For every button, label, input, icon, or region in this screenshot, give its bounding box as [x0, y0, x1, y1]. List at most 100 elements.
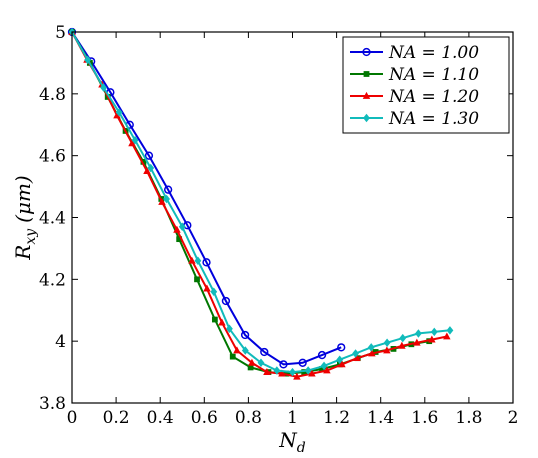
data-point: [352, 349, 359, 358]
data-point: [363, 71, 370, 77]
data-point: [337, 343, 346, 352]
data-point: [163, 194, 170, 204]
x-axis-label-main: N: [278, 428, 298, 452]
legend-entry: NA = 1.30: [350, 109, 479, 129]
legend-entry: NA = 1.10: [350, 65, 479, 85]
data-point: [308, 369, 316, 377]
x-tick-label: 0: [67, 408, 78, 428]
data-point: [273, 366, 281, 375]
data-point: [293, 372, 301, 380]
data-point: [317, 350, 327, 360]
data-point: [194, 256, 202, 266]
data-point: [128, 139, 136, 147]
series-line: [71, 31, 342, 366]
y-tick-label: 4.8: [39, 85, 66, 105]
data-point: [194, 276, 200, 283]
data-point: [229, 353, 236, 360]
data-point: [173, 225, 181, 233]
legend-label: NA = 1.10: [388, 65, 479, 85]
x-tick-label: 0.2: [103, 408, 130, 428]
data-point: [188, 256, 196, 264]
plot-series: [67, 27, 454, 380]
data-point: [158, 197, 166, 205]
data-point: [383, 346, 391, 354]
data-point: [113, 111, 121, 119]
data-point: [240, 330, 250, 340]
data-point: [336, 355, 344, 364]
data-point: [413, 338, 421, 346]
data-point: [338, 360, 346, 368]
data-point: [176, 236, 183, 243]
y-tick-label: 5: [55, 23, 66, 43]
data-point: [362, 91, 371, 99]
data-point: [398, 341, 406, 349]
data-point: [203, 284, 211, 292]
x-tick-label: 2: [508, 408, 519, 428]
data-point: [143, 167, 151, 175]
y-tick-label: 4: [55, 332, 66, 352]
legend-entry: NA = 1.00: [350, 43, 479, 63]
data-point: [115, 108, 123, 117]
data-point: [443, 332, 451, 340]
data-point: [399, 333, 407, 343]
data-point: [84, 55, 92, 65]
legend-label: NA = 1.00: [388, 43, 479, 63]
data-point: [147, 163, 155, 173]
data-point: [415, 329, 422, 338]
data-point: [368, 349, 376, 357]
x-axis-ticks: 0 0.2 0.4 0.6 0.8 1 1.2 1.4 1.6 1.8 2: [67, 32, 519, 428]
x-axis-label: Nd: [278, 428, 306, 456]
data-point: [221, 296, 231, 306]
data-point: [241, 346, 249, 355]
data-point: [383, 338, 391, 347]
data-point: [367, 343, 375, 352]
data-point: [278, 369, 286, 377]
y-axis-ticks: 3.8 4 4.2 4.4 4.6 4.8 5: [39, 23, 513, 414]
data-point: [362, 47, 371, 57]
data-point: [233, 346, 241, 354]
data-point: [144, 151, 154, 160]
data-point: [353, 354, 361, 362]
data-point: [289, 367, 296, 377]
data-point: [320, 361, 328, 371]
series-group: [68, 27, 454, 377]
series-group: [67, 27, 346, 369]
data-point: [202, 258, 211, 267]
data-point: [131, 135, 139, 145]
data-point: [100, 83, 107, 92]
y-tick-label: 3.8: [39, 394, 66, 414]
data-point: [248, 358, 256, 366]
y-axis-label-unit: (μm): [11, 175, 35, 223]
data-point: [210, 287, 218, 296]
y-axis-label-subscript: xy: [23, 228, 39, 245]
data-point: [257, 358, 265, 368]
data-point: [428, 335, 436, 343]
data-point: [178, 222, 186, 232]
x-tick-label: 1: [287, 408, 298, 428]
data-point: [304, 366, 312, 375]
data-point: [301, 369, 308, 375]
series-line: [71, 31, 448, 378]
data-point: [140, 158, 147, 165]
x-tick-label: 0.4: [147, 408, 174, 428]
y-tick-label: 4.6: [39, 147, 66, 167]
x-tick-label: 0.6: [191, 408, 218, 428]
data-point: [430, 327, 438, 337]
data-point: [363, 113, 370, 123]
y-axis-label: Rxy (μm): [11, 175, 39, 260]
data-point: [247, 364, 254, 371]
data-point: [163, 185, 173, 194]
y-tick-label: 4.2: [39, 270, 66, 290]
y-axis-label-main: R: [11, 245, 35, 261]
legend-label: NA = 1.30: [388, 109, 479, 129]
data-point: [211, 316, 218, 323]
data-point: [446, 326, 454, 335]
x-tick-label: 1.2: [323, 408, 350, 428]
data-point: [263, 368, 271, 375]
x-tick-label: 1.8: [455, 408, 482, 428]
data-point: [298, 358, 307, 367]
data-point: [226, 324, 233, 334]
y-tick-label: 4.4: [39, 209, 66, 229]
